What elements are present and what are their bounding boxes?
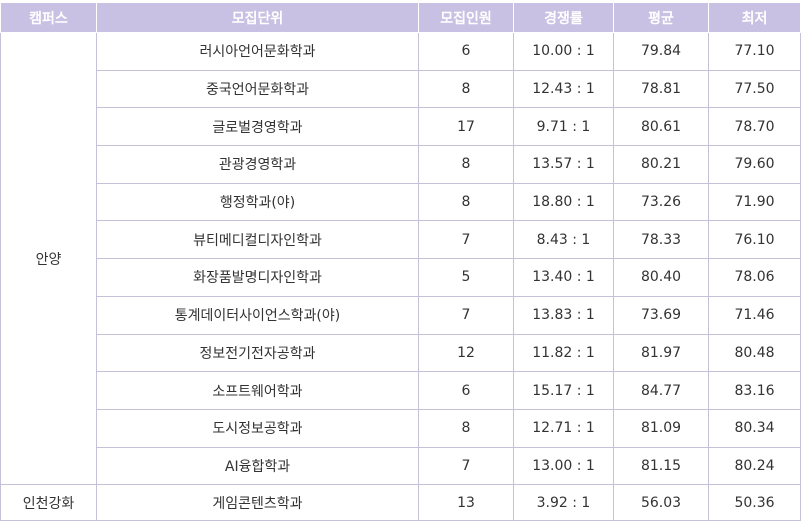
- average-cell: 73.26: [613, 182, 709, 222]
- ratio-cell: 13.00 : 1: [513, 446, 614, 486]
- minimum-cell: 50.36: [708, 484, 801, 522]
- ratio-cell: 13.40 : 1: [513, 258, 614, 297]
- table-row: 통계데이터사이언스학과(야) 7 13.83 : 1 73.69 71.46: [1, 295, 801, 335]
- ratio-cell: 11.82 : 1: [513, 333, 614, 373]
- unit-cell: 글로벌경영학과: [96, 107, 419, 147]
- ratio-cell: 18.80 : 1: [513, 182, 614, 222]
- header-minimum: 최저: [708, 2, 801, 33]
- table-row: 행정학과(야) 8 18.80 : 1 73.26 71.90: [1, 182, 801, 222]
- unit-cell: 통계데이터사이언스학과(야): [96, 295, 419, 335]
- table-row: 도시정보공학과 8 12.71 : 1 81.09 80.34: [1, 408, 801, 448]
- minimum-cell: 78.70: [708, 107, 801, 147]
- header-unit: 모집단위: [96, 2, 419, 33]
- ratio-cell: 13.57 : 1: [513, 145, 614, 184]
- minimum-cell: 79.60: [708, 145, 801, 184]
- quota-cell: 6: [418, 371, 514, 410]
- average-cell: 81.15: [613, 446, 709, 486]
- ratio-cell: 15.17 : 1: [513, 371, 614, 410]
- average-cell: 81.97: [613, 333, 709, 373]
- unit-cell: 도시정보공학과: [96, 408, 419, 448]
- unit-cell: 행정학과(야): [96, 182, 419, 222]
- average-cell: 56.03: [613, 484, 709, 522]
- minimum-cell: 78.06: [708, 258, 801, 297]
- quota-cell: 7: [418, 446, 514, 486]
- average-cell: 73.69: [613, 295, 709, 335]
- quota-cell: 8: [418, 145, 514, 184]
- quota-cell: 7: [418, 220, 514, 260]
- minimum-cell: 77.50: [708, 69, 801, 109]
- table-row: 글로벌경영학과 17 9.71 : 1 80.61 78.70: [1, 107, 801, 147]
- ratio-cell: 9.71 : 1: [513, 107, 614, 147]
- average-cell: 78.33: [613, 220, 709, 260]
- unit-cell: 중국언어문화학과: [96, 69, 419, 109]
- ratio-cell: 10.00 : 1: [513, 32, 614, 71]
- table-row: 관광경영학과 8 13.57 : 1 80.21 79.60: [1, 145, 801, 184]
- header-campus: 캠퍼스: [0, 2, 97, 33]
- average-cell: 84.77: [613, 371, 709, 410]
- header-average: 평균: [613, 2, 709, 33]
- table-row: 뷰티메디컬디자인학과 7 8.43 : 1 78.33 76.10: [1, 220, 801, 260]
- quota-cell: 8: [418, 182, 514, 222]
- minimum-cell: 80.24: [708, 446, 801, 486]
- unit-cell: 정보전기전자공학과: [96, 333, 419, 373]
- minimum-cell: 71.46: [708, 295, 801, 335]
- minimum-cell: 71.90: [708, 182, 801, 222]
- header-ratio: 경쟁률: [513, 2, 614, 33]
- average-cell: 80.21: [613, 145, 709, 184]
- table-row: 화장품발명디자인학과 5 13.40 : 1 80.40 78.06: [1, 258, 801, 297]
- ratio-cell: 13.83 : 1: [513, 295, 614, 335]
- unit-cell: 게임콘텐츠학과: [96, 484, 419, 522]
- quota-cell: 6: [418, 32, 514, 71]
- minimum-cell: 77.10: [708, 32, 801, 71]
- ratio-cell: 12.43 : 1: [513, 69, 614, 109]
- unit-cell: 소프트웨어학과: [96, 371, 419, 410]
- unit-cell: 러시아언어문화학과: [96, 32, 419, 71]
- table-row: 중국언어문화학과 8 12.43 : 1 78.81 77.50: [1, 69, 801, 109]
- table-body: 안양 러시아언어문화학과 6 10.00 : 1 79.84 77.10 중국언어문화학과 8…: [0, 31, 801, 522]
- average-cell: 80.61: [613, 107, 709, 147]
- minimum-cell: 80.34: [708, 408, 801, 448]
- table-row: 인천강화 게임콘텐츠학과 13 3.92 : 1 56.03 50.36: [0, 484, 801, 522]
- ratio-cell: 12.71 : 1: [513, 408, 614, 448]
- quota-cell: 12: [418, 333, 514, 373]
- quota-cell: 13: [418, 484, 514, 522]
- campus-cell: 인천강화: [0, 484, 97, 522]
- average-cell: 80.40: [613, 258, 709, 297]
- average-cell: 78.81: [613, 69, 709, 109]
- unit-cell: 화장품발명디자인학과: [96, 258, 419, 297]
- quota-cell: 8: [418, 69, 514, 109]
- average-cell: 79.84: [613, 32, 709, 71]
- campus-cell: 안양: [0, 31, 97, 486]
- quota-cell: 5: [418, 258, 514, 297]
- table-header-row: 캠퍼스 모집단위 모집인원 경쟁률 평균 최저: [0, 2, 801, 33]
- table-row: AI융합학과 7 13.00 : 1 81.15 80.24: [1, 446, 801, 486]
- unit-cell: 뷰티메디컬디자인학과: [96, 220, 419, 260]
- unit-cell: 관광경영학과: [96, 145, 419, 184]
- ratio-cell: 8.43 : 1: [513, 220, 614, 260]
- quota-cell: 8: [418, 408, 514, 448]
- minimum-cell: 76.10: [708, 220, 801, 260]
- average-cell: 81.09: [613, 408, 709, 448]
- unit-cell: AI융합학과: [96, 446, 419, 486]
- table-row: 소프트웨어학과 6 15.17 : 1 84.77 83.16: [1, 371, 801, 410]
- minimum-cell: 83.16: [708, 371, 801, 410]
- table-row: 정보전기전자공학과 12 11.82 : 1 81.97 80.48: [1, 333, 801, 373]
- table-row: 안양 러시아언어문화학과 6 10.00 : 1 79.84 77.10: [0, 31, 801, 486]
- quota-cell: 17: [418, 107, 514, 147]
- minimum-cell: 80.48: [708, 333, 801, 373]
- quota-cell: 7: [418, 295, 514, 335]
- ratio-cell: 3.92 : 1: [513, 484, 614, 522]
- header-quota: 모집인원: [418, 2, 514, 33]
